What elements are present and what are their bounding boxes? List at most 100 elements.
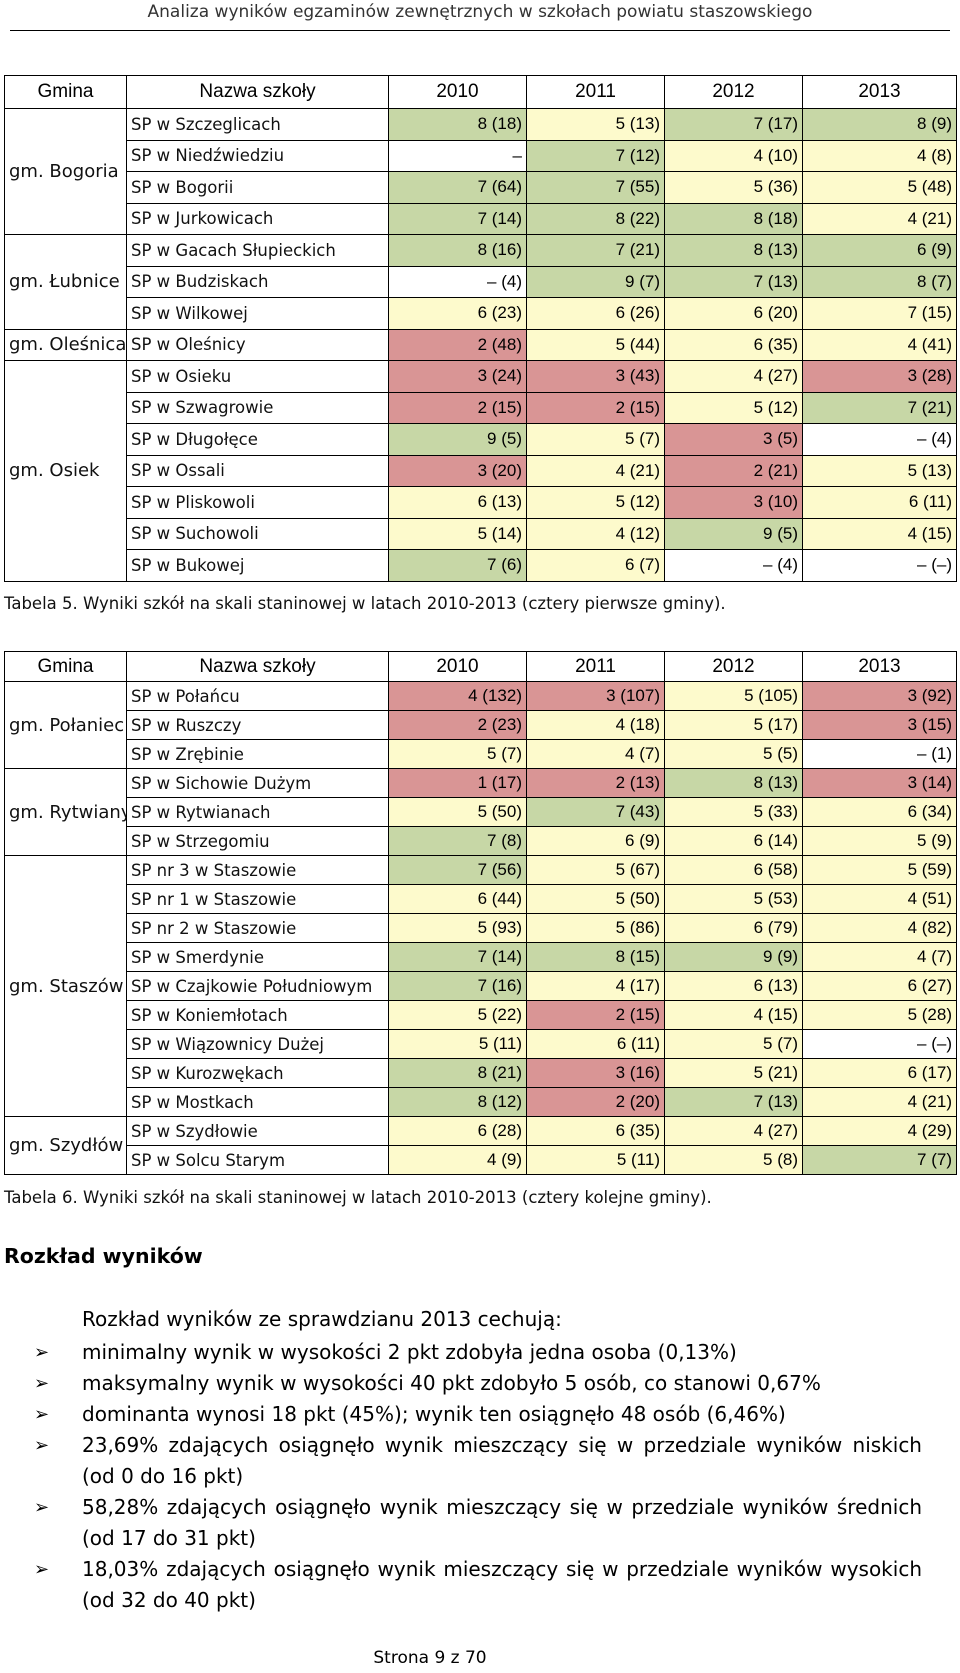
result-cell: 5 (22) xyxy=(388,1000,527,1030)
bullet-item: ➢ maksymalny wynik w wysokości 40 pkt zdo… xyxy=(0,1368,940,1399)
result-cell: 7 (17) xyxy=(664,108,803,141)
school-name-cell: SP w Czajkowie Południowym xyxy=(126,971,389,1001)
result-cell: 6 (11) xyxy=(526,1029,665,1059)
result-cell: 5 (33) xyxy=(664,797,803,827)
result-cell: 5 (8) xyxy=(664,1145,803,1175)
table-row: gm. Połaniec SP w Połańcu 4 (132) 3 (107) 5 … xyxy=(4,681,957,769)
table-1-caption: Tabela 5. Wyniki szkół na skali staninow… xyxy=(4,594,726,613)
result-cell: 7 (14) xyxy=(388,942,527,972)
table-row: SP w Zrębinie 5 (7) 4 (7) 5 (5) – (1) xyxy=(5,739,957,769)
result-cell: 2 (20) xyxy=(526,1087,665,1117)
table-row: SP w Strzegomiu 7 (8) 6 (9) 6 (14) 5 (9) xyxy=(5,826,957,856)
result-cell: 7 (8) xyxy=(388,826,527,856)
column-header: Nazwa szkoły xyxy=(126,651,389,682)
table-row: SP w Jurkowicach 7 (14) 8 (22) 8 (18) 4 (21) xyxy=(5,202,957,235)
result-cell: 9 (5) xyxy=(388,423,527,456)
result-cell: 4 (8) xyxy=(802,139,957,172)
result-cell: 6 (28) xyxy=(388,1116,527,1146)
result-cell: 4 (41) xyxy=(802,328,957,361)
result-cell: 6 (9) xyxy=(526,826,665,856)
result-cell: 8 (15) xyxy=(526,942,665,972)
results-table-2: Gmina Nazwa szkoły 2010 2011 2012 2013 gm. Po… xyxy=(4,651,957,1175)
result-cell: 5 (7) xyxy=(664,1029,803,1059)
column-header: Gmina xyxy=(4,75,127,109)
result-cell: 4 (10) xyxy=(664,139,803,172)
page-number: Strona 9 z 70 xyxy=(373,1648,487,1668)
result-cell: 5 (53) xyxy=(664,884,803,914)
result-cell: 4 (12) xyxy=(526,517,665,550)
result-cell: 9 (7) xyxy=(526,265,665,298)
table-row: SP w Ruszczy 2 (23) 4 (18) 5 (17) 3 (15) xyxy=(5,710,957,740)
result-cell: 8 (18) xyxy=(388,108,527,141)
result-cell: 5 (44) xyxy=(526,328,665,361)
column-header: 2011 xyxy=(526,651,665,682)
section-title: Rozkład wyników xyxy=(4,1244,203,1268)
school-name-cell: SP w Bogorii xyxy=(126,171,389,204)
result-cell: 6 (20) xyxy=(664,297,803,330)
result-cell: 2 (13) xyxy=(526,768,665,798)
result-cell: 4 (9) xyxy=(388,1145,527,1175)
result-cell: 4 (51) xyxy=(802,884,957,914)
result-cell: 5 (50) xyxy=(526,884,665,914)
arrow-bullet-icon: ➢ xyxy=(34,1373,50,1394)
column-header: 2013 xyxy=(802,651,957,682)
result-cell: 3 (43) xyxy=(526,360,665,393)
result-cell: – (4) xyxy=(664,549,803,582)
gmina-cell: gm. Oleśnica xyxy=(4,328,127,361)
table-row: SP w Smerdynie 7 (14) 8 (15) 9 (9) 4 (7) xyxy=(5,942,957,972)
table-row: gm. Oleśnica SP w Oleśnicy 2 (48) 5 (44) 6 (… xyxy=(4,328,957,361)
result-cell: 5 (17) xyxy=(664,710,803,740)
result-cell: – xyxy=(388,139,527,172)
result-cell: 5 (93) xyxy=(388,913,527,943)
result-cell: 5 (105) xyxy=(664,681,803,711)
result-cell: 4 (21) xyxy=(802,202,957,235)
gmina-cell: gm. Szydłów xyxy=(4,1116,127,1175)
result-cell: 4 (7) xyxy=(526,739,665,769)
arrow-bullet-icon: ➢ xyxy=(34,1435,50,1456)
result-cell: 3 (107) xyxy=(526,681,665,711)
result-cell: 8 (9) xyxy=(802,108,957,141)
table-row: gm. Bogoria SP w Szczeglicach 8 (18) 5 (13)… xyxy=(4,108,957,235)
column-header: Nazwa szkoły xyxy=(126,75,389,109)
result-cell: – (–) xyxy=(802,1029,957,1059)
column-header: 2012 xyxy=(664,75,803,109)
column-header: 2013 xyxy=(802,75,957,109)
page-header: Analiza wyników egzaminów zewnętrznych w… xyxy=(147,2,813,22)
result-cell: 7 (64) xyxy=(388,171,527,204)
result-cell: 2 (15) xyxy=(526,391,665,424)
result-cell: 5 (12) xyxy=(526,486,665,519)
result-cell: – (4) xyxy=(388,265,527,298)
result-cell: 7 (6) xyxy=(388,549,527,582)
result-cell: 7 (43) xyxy=(526,797,665,827)
result-cell: 3 (20) xyxy=(388,454,527,487)
result-cell: 8 (22) xyxy=(526,202,665,235)
result-cell: 6 (27) xyxy=(802,971,957,1001)
gmina-cell: gm. Rytwiany xyxy=(4,768,127,856)
table-header: Gmina Nazwa szkoły 2010 2011 2012 2013 xyxy=(4,651,957,682)
result-cell: 5 (5) xyxy=(664,739,803,769)
result-cell: 7 (13) xyxy=(664,1087,803,1117)
school-name-cell: SP w Kurozwękach xyxy=(126,1058,389,1088)
result-cell: 4 (15) xyxy=(664,1000,803,1030)
gmina-cell: gm. Łubnice xyxy=(4,234,127,330)
school-name-cell: SP w Osieku xyxy=(126,360,389,393)
table-row: gm. Osiek SP w Osieku 3 (24) 3 (43) 4 (27) 3 … xyxy=(4,360,957,582)
table-row: SP w Mostkach 8 (12) 2 (20) 7 (13) 4 (21) xyxy=(5,1087,957,1117)
column-header: 2010 xyxy=(388,651,527,682)
arrow-bullet-icon: ➢ xyxy=(34,1404,50,1425)
school-name-cell: SP w Oleśnicy xyxy=(126,328,389,361)
table-row: SP w Długołęce 9 (5) 5 (7) 3 (5) – (4) xyxy=(5,423,957,456)
section-intro: Rozkład wyników ze sprawdzianu 2013 cech… xyxy=(82,1307,562,1331)
table-row: SP w Niedźwiedziu –7 (12) 4 (10) 4 (8) xyxy=(5,139,957,172)
result-cell: – (1) xyxy=(802,739,957,769)
table-row: SP w Suchowoli 5 (14) 4 (12) 9 (5) 4 (15) xyxy=(5,517,957,550)
table-row: SP nr 2 w Staszowie 5 (93) 5 (86) 6 (79) 4 (… xyxy=(5,913,957,943)
bullet-text: maksymalny wynik w wysokości 40 pkt zdob… xyxy=(82,1371,821,1395)
result-cell: 8 (12) xyxy=(388,1087,527,1117)
school-name-cell: SP w Koniemłotach xyxy=(126,1000,389,1030)
bullet-item: ➢ 58,28% zdających osiągnęło wynik mieszc… xyxy=(0,1492,940,1554)
result-cell: 8 (21) xyxy=(388,1058,527,1088)
result-cell: 7 (56) xyxy=(388,855,527,885)
table-row: SP w Koniemłotach 5 (22) 2 (15) 4 (15) 5 (28… xyxy=(5,1000,957,1030)
result-cell: 7 (21) xyxy=(526,234,665,267)
